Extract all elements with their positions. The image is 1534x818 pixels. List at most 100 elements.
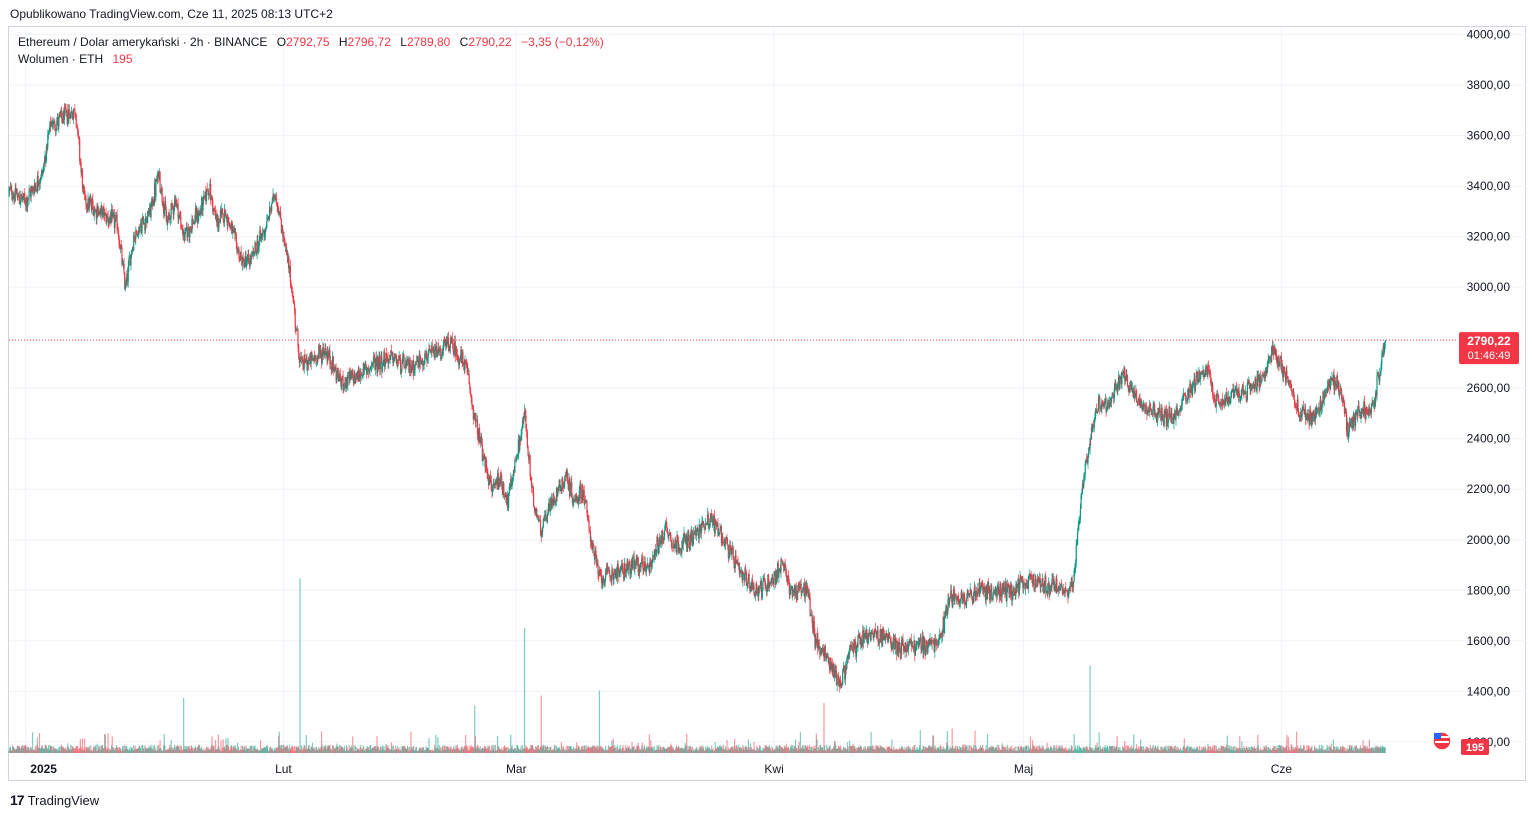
candle-body [743, 573, 745, 581]
candle-body [893, 637, 895, 640]
candle-body [286, 251, 288, 253]
volume-bar [392, 750, 394, 753]
volume-bar [1273, 745, 1275, 753]
volume-bar [533, 748, 535, 753]
volume-bar [1046, 742, 1048, 753]
volume-bar [609, 746, 611, 753]
volume-bar [1289, 749, 1291, 753]
volume-bar [611, 740, 613, 753]
candle-body [277, 206, 279, 212]
volume-bar [904, 746, 906, 753]
candle-body [821, 648, 823, 654]
candle-body [623, 563, 625, 580]
candle-body [481, 436, 483, 445]
candle-body [1024, 583, 1026, 590]
volume-bar [196, 746, 199, 753]
volume-bar [227, 737, 229, 753]
candle-body [1003, 582, 1005, 588]
candle-body [363, 364, 366, 371]
candle-body [230, 227, 232, 229]
volume-bar [86, 746, 88, 753]
volume-bar [928, 745, 930, 753]
candle-body [34, 183, 36, 186]
candle-body [99, 212, 101, 215]
candle-body [195, 208, 197, 220]
candle-body [543, 518, 545, 521]
candle-body [713, 516, 716, 534]
volume-bar [210, 748, 212, 753]
candle-body [339, 373, 341, 378]
volume-bar [311, 742, 314, 753]
candle-body [878, 641, 881, 644]
volume-bar [440, 750, 443, 753]
volume-bar [167, 749, 169, 753]
candle-body [237, 249, 239, 252]
candle-body [243, 261, 245, 267]
volume-bar [1302, 745, 1305, 753]
candle-body [70, 112, 72, 119]
candle-body [571, 481, 573, 497]
volume-bar [1053, 745, 1055, 753]
volume-bar [528, 749, 530, 753]
volume-bar [1218, 750, 1220, 753]
volume-bar [839, 747, 841, 753]
volume-bar [1034, 746, 1036, 753]
candle-body [905, 648, 908, 653]
volume-bar [754, 750, 756, 753]
volume-bar [550, 746, 552, 753]
volume-bar [467, 745, 469, 753]
candle-body [338, 379, 340, 381]
volume-bar [558, 747, 560, 753]
volume-bar [719, 746, 721, 753]
candle-body [595, 550, 597, 556]
volume-bar [706, 745, 709, 753]
volume-bar [560, 742, 562, 753]
volume-bar [403, 746, 405, 753]
volume-bar [532, 745, 534, 753]
candle-body [1007, 583, 1009, 586]
candle-body [819, 647, 821, 655]
volume-bar [1316, 747, 1318, 753]
candle-body [426, 357, 429, 361]
volume-bar [790, 745, 793, 753]
candle-body [44, 156, 46, 162]
candle-body [697, 531, 700, 539]
volume-bar [1343, 747, 1346, 753]
volume-bar [1242, 750, 1244, 753]
candle-body [458, 361, 461, 366]
volume-bar [82, 750, 84, 753]
volume-bar [596, 747, 598, 753]
candle-body [568, 478, 570, 490]
volume-bar [1187, 750, 1190, 753]
volume-bar [503, 745, 506, 753]
candle-body [505, 495, 508, 505]
volume-bar [982, 744, 984, 753]
volume-bar [1349, 744, 1351, 753]
volume-bar [1335, 747, 1337, 753]
candle-body [740, 572, 742, 574]
volume-bar [810, 746, 813, 753]
volume-bar [1212, 745, 1214, 753]
volume-bar [556, 749, 558, 753]
volume-bar [645, 748, 647, 753]
candle-body [375, 361, 377, 370]
volume-bar [137, 747, 140, 753]
candle-body [108, 222, 110, 224]
volume-bar [47, 745, 50, 753]
candle-body [514, 459, 517, 461]
volume-bar [937, 747, 939, 753]
volume-bar [1190, 746, 1192, 753]
candle-body [21, 195, 23, 200]
volume-bar [874, 749, 876, 753]
candle-body [185, 227, 188, 229]
volume-bar [1115, 747, 1117, 753]
candle-body [445, 339, 447, 348]
candle-body [691, 530, 693, 541]
candle-body [584, 501, 586, 504]
volume-bar [351, 747, 353, 753]
volume-bar [77, 750, 79, 753]
volume-bar [940, 746, 942, 753]
volume-bar [1074, 748, 1076, 753]
volume-bar [539, 748, 541, 753]
